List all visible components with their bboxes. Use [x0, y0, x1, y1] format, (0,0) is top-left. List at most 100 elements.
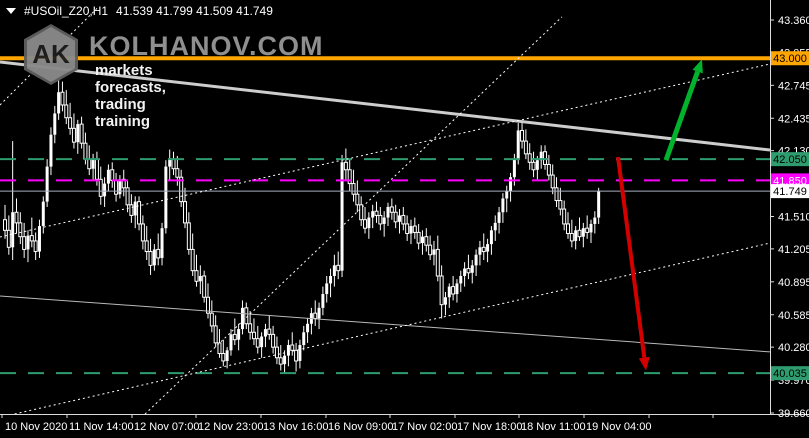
- candle: [137, 196, 142, 231]
- candle-body-up: [133, 201, 137, 216]
- trendlines-layer: [0, 7, 770, 417]
- candle-body-down: [186, 222, 191, 250]
- candle: [205, 283, 210, 319]
- candle-body-down: [79, 123, 84, 144]
- major-descending-trendline[interactable]: [0, 60, 770, 152]
- y-tick-label: 39.660: [778, 408, 809, 420]
- candle: [129, 194, 134, 223]
- candle: [45, 159, 49, 207]
- candle: [110, 162, 115, 188]
- candle: [183, 187, 188, 229]
- candle: [554, 177, 559, 207]
- steep-dotted-long[interactable]: [144, 16, 563, 414]
- candle-body-up: [164, 166, 168, 229]
- candle: [194, 254, 199, 287]
- candle: [343, 148, 348, 181]
- candle-body-up: [539, 151, 543, 161]
- channel-dotted-lower[interactable]: [0, 242, 770, 417]
- candle-body-up: [474, 254, 478, 266]
- candle: [531, 151, 536, 178]
- candle-body-down: [355, 193, 360, 206]
- candle-body-down: [520, 129, 525, 142]
- candle: [190, 233, 195, 276]
- y-tick-label: 40.585: [778, 310, 809, 322]
- candle-body-down: [140, 223, 145, 242]
- candle-body-down: [217, 342, 222, 355]
- channel-dotted-upper[interactable]: [0, 63, 770, 238]
- price-badge-43.000: 43.000: [771, 51, 809, 66]
- candle-body-up: [260, 336, 264, 348]
- candle-body-down: [121, 178, 126, 189]
- candle: [428, 235, 433, 261]
- candle-body-down: [18, 222, 23, 238]
- bearish-scenario-arrow[interactable]: [616, 156, 650, 371]
- candle-body-up: [535, 160, 539, 170]
- collapse-triangle-icon[interactable]: [6, 8, 16, 14]
- x-tick-label: 17 Nov 02:00: [392, 421, 457, 433]
- x-tick-label: 18 Nov 11:00: [521, 421, 586, 433]
- candle: [274, 336, 279, 365]
- candle: [412, 217, 417, 239]
- candle-body-up: [497, 212, 501, 223]
- candle-body-up: [198, 275, 202, 282]
- candle-body-down: [347, 169, 352, 185]
- candle: [416, 223, 421, 250]
- candle-body-up: [463, 268, 467, 276]
- candle-body-down: [205, 296, 210, 314]
- candle-body-up: [486, 244, 490, 252]
- candle-body-down: [313, 312, 318, 319]
- candle-body-down: [232, 333, 237, 341]
- candle-body-down: [255, 338, 260, 348]
- candle: [64, 90, 69, 125]
- candle-body-down: [378, 214, 383, 225]
- candle-body-up: [283, 355, 287, 365]
- candle: [332, 254, 336, 287]
- candle-body-down: [267, 328, 272, 335]
- candle: [217, 329, 222, 358]
- candle-body-down: [71, 127, 76, 143]
- candle-body-down: [98, 178, 103, 197]
- candle-body-down: [412, 225, 417, 233]
- candle-body-down: [6, 229, 11, 248]
- bullish-scenario-arrow[interactable]: [663, 59, 703, 162]
- candle-body-up: [229, 334, 233, 351]
- candle: [41, 196, 45, 234]
- ohlc-readout: 41.539 41.799 41.509 41.749: [116, 4, 273, 18]
- candle: [278, 345, 283, 371]
- candle: [121, 169, 126, 197]
- candle: [355, 180, 360, 213]
- candle-body-up: [302, 332, 306, 346]
- candle-body-down: [428, 244, 433, 256]
- candle: [103, 177, 107, 207]
- candle: [539, 145, 543, 169]
- price-badge-text: 40.035: [773, 368, 807, 380]
- candle: [497, 206, 501, 234]
- candle-body-down: [179, 176, 184, 203]
- candle-body-up: [152, 249, 156, 266]
- candle-body-down: [29, 235, 34, 242]
- x-tick-label: 12 Nov 07:00: [134, 421, 199, 433]
- candle: [371, 204, 375, 229]
- candle: [516, 123, 520, 165]
- candle: [432, 240, 436, 266]
- candle-body-down: [125, 187, 130, 206]
- candle: [260, 332, 264, 358]
- candle: [271, 325, 276, 354]
- candle-body-up: [512, 159, 516, 178]
- candle: [18, 212, 23, 245]
- candle-body-up: [26, 235, 30, 250]
- candle-body-down: [290, 344, 295, 351]
- candle-body-up: [371, 211, 375, 218]
- lower-support-line[interactable]: [0, 295, 770, 353]
- candle-body-down: [566, 223, 571, 234]
- candle: [420, 230, 424, 255]
- candle-body-up: [489, 230, 493, 245]
- candle: [160, 222, 164, 266]
- price-badge-41.749: 41.749: [771, 184, 809, 199]
- candle: [244, 302, 249, 330]
- candle-body-up: [168, 159, 172, 167]
- candle: [306, 318, 310, 343]
- candle-body-down: [202, 275, 207, 298]
- candle: [340, 154, 344, 278]
